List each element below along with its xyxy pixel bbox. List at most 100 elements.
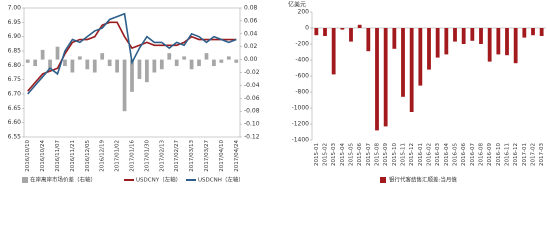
x-tick-label: 2016-01 [418,143,424,166]
bar [137,59,142,79]
x-tick-label: 2017/03/13 [189,140,195,172]
bar [496,28,501,55]
x-tick-label: 2015-08 [375,143,381,166]
y2-tick-label: -0.02 [244,69,260,76]
bar [401,28,405,97]
x-tick-label: 2016-08 [479,143,485,166]
x-tick-label: 2015-04 [340,143,346,166]
bar [234,59,239,63]
x-tick-label: 2017/02/13 [159,140,165,172]
bar [487,28,492,62]
y2-tick-label: 0.02 [244,43,258,50]
x-tick-label: 2015-07 [366,143,372,166]
bar [92,59,97,73]
y-tick-label: 6.55 [8,134,22,141]
x-tick-label: 2016-07 [470,143,476,166]
x-tick-label: 2016-12 [513,143,519,166]
x-tick-label: 2015-11 [401,143,407,166]
x-tick-label: 2016/10/10 [25,140,31,172]
bar [130,59,134,92]
x-tick-label: 2015-01 [314,143,320,166]
bar [418,28,423,86]
bar [470,28,475,41]
bar [70,59,75,73]
bar [513,28,518,64]
legend-label: 在岸离岸市场价差（右轴） [30,176,96,184]
x-tick-label: 2016/11/07 [55,140,61,172]
y-tick-label: 6.65 [8,105,22,112]
bar [219,59,224,63]
bar [340,28,345,30]
bar [383,28,388,127]
bar [85,59,90,70]
bar [25,59,30,63]
bar [539,28,544,36]
y-tick-label: 6.60 [8,119,22,126]
x-tick-label: 2017/03/27 [204,140,210,172]
bar [145,59,149,83]
y-tick-label: -400 [295,57,309,64]
y-tick-label: 6.70 [8,91,22,98]
x-tick-label: 2016-03 [435,143,441,166]
y2-tick-label: -0.08 [244,108,260,115]
legend-swatch [22,177,28,183]
line [27,12,237,95]
y-axis-unit: 亿美元 [288,1,306,9]
y2-tick-label: 0.04 [244,30,258,37]
y-tick-label: 6.85 [8,48,22,55]
chart: 6.55 6.60 6.65 6.70 6.75 6.80 6.85 6.90 6.95 7.00… [8,1,546,184]
y2-tick-label: 0.00 [244,56,258,63]
bar [100,53,105,60]
x-tick-label: 2017/02/27 [174,140,180,172]
bar [479,28,483,44]
y2-tick-label: -0.06 [244,95,260,102]
bar [331,28,336,75]
bar [435,28,440,58]
x-tick-label: 2016-05 [453,143,459,166]
bar [197,59,201,67]
bar [226,56,231,60]
y2-tick-label: -0.12 [244,134,260,141]
y-tick-label: 200 [298,9,310,16]
x-tick-label: 2016/12/19 [100,140,106,172]
y-tick-label: -600 [295,73,309,80]
y-tick-label: -1000 [292,105,310,112]
bar [107,59,112,67]
x-tick-label: 2016-06 [461,143,467,166]
bar [40,49,45,60]
bar [189,59,194,70]
y-tick-label: -200 [295,41,309,48]
bar [375,28,379,131]
x-tick-label: 2017/01/16 [130,140,136,172]
x-tick-label: 2017/04/24 [234,140,240,172]
y-tick-label: 6.80 [8,62,22,69]
x-tick-label: 2016-09 [487,143,493,166]
y2-tick-label: -0.10 [244,121,260,128]
x-tick-label: 2016/12/05 [85,140,91,172]
bar [392,28,397,49]
y-tick-label: 6.95 [8,19,22,26]
x-tick-label: 2016/10/24 [40,140,46,172]
bar [349,28,353,42]
x-tick-label: 2015-10 [392,143,398,166]
bar [63,59,67,67]
y2-tick-label: 0.08 [244,5,258,12]
bar [78,56,82,60]
bar [357,24,362,28]
y-tick-label: 0 [305,25,309,32]
legend-swatch [380,177,386,183]
x-tick-label: 2016-11 [505,143,511,166]
bar [453,28,457,42]
y-tick-label: -1400 [292,137,310,144]
x-tick-label: 2015-02 [323,143,329,166]
x-tick-label: 2015-03 [331,143,337,166]
bar [182,56,186,60]
bar [33,59,38,67]
y2-tick-label: 0.06 [244,17,258,24]
x-tick-label: 2016-02 [427,143,433,166]
bar [323,28,327,36]
bar [55,46,60,60]
page: 6.55 6.60 6.65 6.70 6.75 6.80 6.85 6.90 6.95 7.00… [7,0,546,184]
x-tick-label: 2017/04/10 [219,140,225,172]
bar [461,28,466,44]
